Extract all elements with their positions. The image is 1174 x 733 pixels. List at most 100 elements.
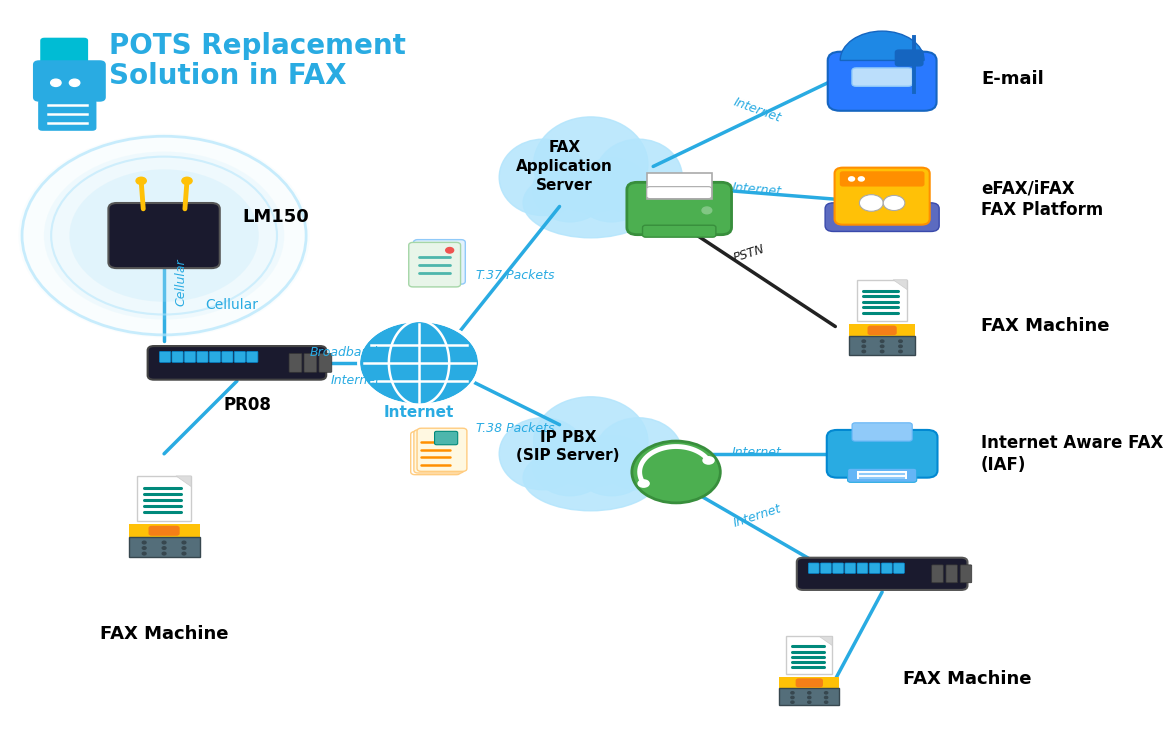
Text: Cellular: Cellular	[175, 259, 188, 306]
Circle shape	[142, 547, 146, 549]
Ellipse shape	[533, 397, 648, 487]
Text: E-mail: E-mail	[981, 70, 1044, 88]
FancyBboxPatch shape	[852, 68, 912, 86]
FancyBboxPatch shape	[821, 563, 831, 573]
Circle shape	[880, 340, 884, 342]
FancyBboxPatch shape	[642, 225, 716, 237]
Wedge shape	[841, 31, 924, 60]
Text: Internet: Internet	[731, 446, 781, 459]
Circle shape	[182, 547, 185, 549]
FancyBboxPatch shape	[647, 172, 711, 199]
Text: Internet Aware FAX
(IAF): Internet Aware FAX (IAF)	[981, 434, 1163, 474]
Ellipse shape	[524, 168, 659, 237]
Circle shape	[880, 345, 884, 347]
Text: Internet: Internet	[384, 405, 454, 421]
FancyBboxPatch shape	[647, 187, 711, 199]
FancyBboxPatch shape	[33, 60, 106, 102]
FancyBboxPatch shape	[849, 336, 915, 355]
Circle shape	[162, 552, 166, 555]
FancyBboxPatch shape	[857, 280, 908, 321]
Circle shape	[899, 345, 903, 347]
FancyBboxPatch shape	[845, 563, 856, 573]
Ellipse shape	[595, 139, 682, 216]
Text: T.37 Packets: T.37 Packets	[477, 269, 555, 282]
FancyBboxPatch shape	[868, 325, 897, 335]
Circle shape	[702, 207, 711, 214]
FancyBboxPatch shape	[289, 353, 302, 372]
Circle shape	[19, 133, 310, 337]
Ellipse shape	[574, 158, 649, 222]
Circle shape	[162, 541, 166, 544]
Circle shape	[43, 152, 284, 320]
FancyBboxPatch shape	[852, 423, 912, 441]
Circle shape	[142, 552, 146, 555]
Circle shape	[862, 340, 865, 342]
FancyBboxPatch shape	[893, 563, 904, 573]
FancyBboxPatch shape	[857, 563, 868, 573]
FancyBboxPatch shape	[414, 430, 464, 473]
FancyBboxPatch shape	[848, 468, 917, 482]
FancyBboxPatch shape	[796, 678, 823, 688]
Circle shape	[50, 79, 61, 86]
Polygon shape	[819, 636, 832, 646]
FancyBboxPatch shape	[40, 37, 88, 71]
FancyBboxPatch shape	[417, 428, 467, 471]
FancyBboxPatch shape	[960, 565, 972, 583]
Ellipse shape	[499, 418, 587, 490]
FancyBboxPatch shape	[304, 353, 317, 372]
FancyBboxPatch shape	[129, 524, 200, 537]
Circle shape	[702, 456, 715, 465]
Text: FAX Machine: FAX Machine	[981, 317, 1109, 336]
FancyBboxPatch shape	[222, 351, 232, 362]
Text: FAX Machine: FAX Machine	[903, 670, 1032, 688]
Polygon shape	[176, 476, 191, 487]
FancyBboxPatch shape	[797, 558, 967, 590]
FancyBboxPatch shape	[108, 203, 220, 268]
FancyBboxPatch shape	[828, 52, 937, 111]
FancyBboxPatch shape	[413, 240, 465, 284]
Text: IP PBX
(SIP Server): IP PBX (SIP Server)	[517, 430, 620, 463]
Ellipse shape	[574, 436, 649, 496]
Circle shape	[142, 541, 146, 544]
Text: PSTN: PSTN	[731, 243, 767, 265]
Circle shape	[899, 340, 903, 342]
Circle shape	[808, 701, 811, 703]
FancyBboxPatch shape	[409, 243, 460, 287]
Text: Internet: Internet	[731, 501, 783, 529]
FancyBboxPatch shape	[160, 351, 170, 362]
FancyBboxPatch shape	[39, 100, 96, 130]
FancyBboxPatch shape	[787, 636, 832, 674]
Circle shape	[359, 320, 479, 405]
Text: FAX
Application
Server: FAX Application Server	[517, 140, 613, 193]
Circle shape	[69, 79, 80, 86]
Circle shape	[791, 696, 794, 699]
Text: Internet: Internet	[731, 96, 783, 125]
FancyBboxPatch shape	[825, 203, 939, 232]
FancyBboxPatch shape	[235, 351, 245, 362]
Circle shape	[824, 692, 828, 694]
Circle shape	[824, 696, 828, 699]
Circle shape	[858, 177, 864, 181]
Circle shape	[899, 350, 903, 353]
Text: Broadband: Broadband	[310, 346, 378, 359]
Circle shape	[446, 248, 453, 253]
Text: Internet: Internet	[331, 374, 380, 387]
Circle shape	[808, 696, 811, 699]
FancyBboxPatch shape	[895, 49, 924, 67]
Circle shape	[862, 350, 865, 353]
Text: PR08: PR08	[223, 396, 271, 414]
Text: T.38 Packets: T.38 Packets	[477, 421, 555, 435]
Text: Solution in FAX: Solution in FAX	[109, 62, 346, 89]
Circle shape	[808, 692, 811, 694]
FancyBboxPatch shape	[869, 563, 880, 573]
FancyBboxPatch shape	[432, 246, 459, 261]
Text: Cellular: Cellular	[205, 298, 258, 312]
Ellipse shape	[533, 117, 648, 213]
Circle shape	[862, 345, 865, 347]
Circle shape	[136, 177, 147, 185]
Circle shape	[637, 479, 650, 488]
FancyBboxPatch shape	[946, 565, 958, 583]
FancyBboxPatch shape	[809, 563, 819, 573]
Circle shape	[791, 692, 794, 694]
Circle shape	[883, 196, 905, 210]
